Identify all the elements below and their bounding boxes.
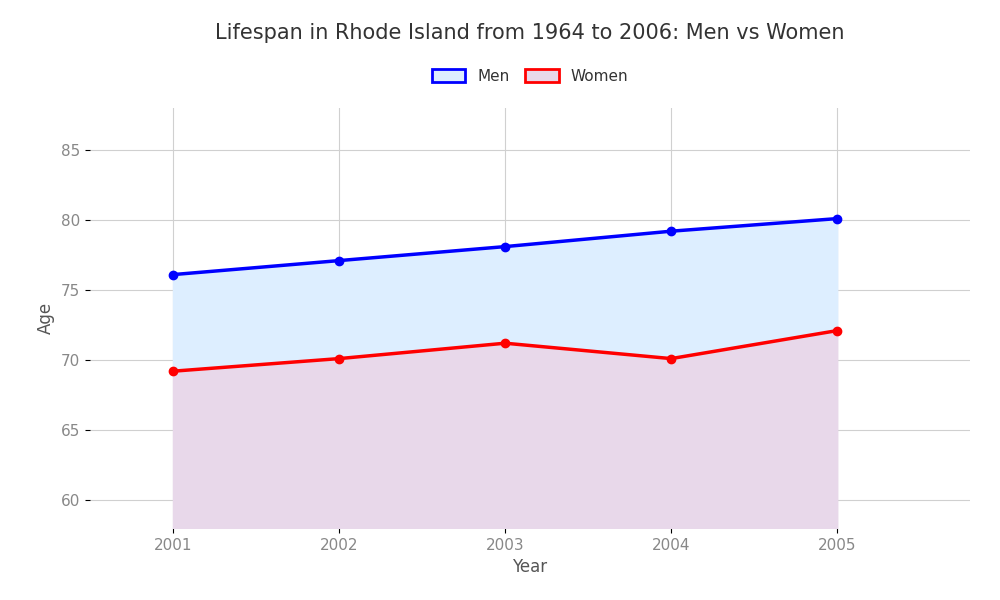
X-axis label: Year: Year — [512, 558, 548, 576]
Legend: Men, Women: Men, Women — [424, 61, 636, 91]
Title: Lifespan in Rhode Island from 1964 to 2006: Men vs Women: Lifespan in Rhode Island from 1964 to 20… — [215, 23, 845, 43]
Y-axis label: Age: Age — [37, 302, 55, 334]
